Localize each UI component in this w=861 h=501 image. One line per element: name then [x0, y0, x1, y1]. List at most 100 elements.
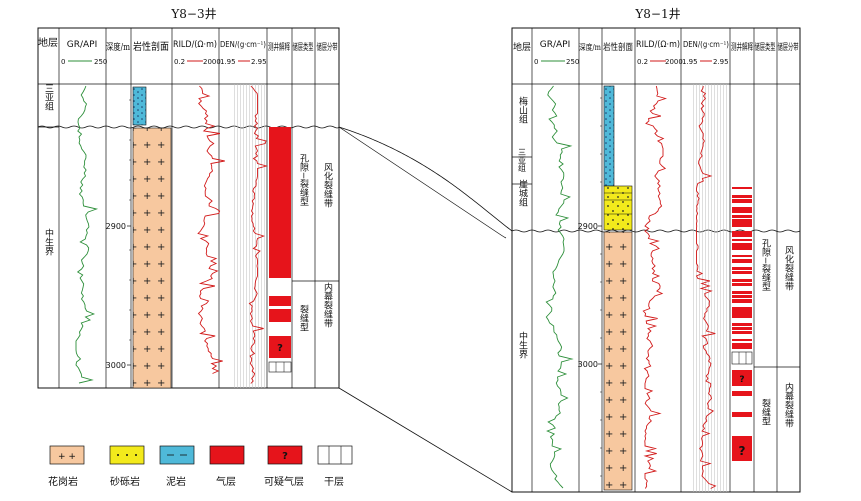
dry-layer: [731, 351, 753, 365]
gr-max: 250: [94, 58, 107, 66]
den-curve: [248, 85, 269, 384]
header-interp: 测井解释: [268, 41, 290, 53]
gr-curve: [75, 85, 99, 384]
rild-curve: [197, 85, 225, 374]
gas-layer: [732, 243, 752, 247]
den-max: 2.95: [251, 58, 267, 66]
correlation-bottom: [338, 387, 513, 493]
zone-label: 风化裂缝带: [783, 245, 794, 291]
legend-gas: 气层: [209, 445, 245, 488]
depth-tick: 3000: [106, 361, 126, 370]
gr-curve: [545, 85, 574, 489]
question-mark: ?: [739, 444, 746, 458]
gr-min: 0: [61, 58, 65, 66]
depth-axis: 2900 3000: [106, 99, 131, 370]
header-strat: 地层: [38, 36, 58, 49]
header-den: DEN/(g·cm⁻¹): [683, 40, 729, 49]
legend-dry-label: 干层: [324, 476, 344, 488]
formation-boundary: [37, 125, 340, 129]
gas-layer: [732, 391, 752, 396]
depth-axis: 2900 3000: [578, 97, 602, 477]
legend-possible-gas: ? 可疑气层: [264, 445, 304, 488]
possible-gas-layer: [269, 336, 291, 358]
well-title: Y8−1井: [634, 7, 680, 21]
rild-min: 0.2: [637, 58, 648, 66]
possible-gas-layer: [732, 436, 752, 461]
gas-layer: [732, 215, 752, 218]
reservoir-type-label: 孔隙−裂缝型: [298, 154, 309, 207]
gas-layer: [732, 267, 752, 270]
log-interpretation: ?: [268, 127, 292, 373]
correlation-top: [338, 126, 513, 232]
header-rild: RILD/(Ω·m): [173, 40, 217, 50]
question-mark: ?: [277, 343, 283, 354]
column-dividers: [58, 28, 316, 388]
gas-layer: [732, 311, 752, 315]
strat-unit-label: 三亚组: [518, 148, 527, 172]
log-interpretation-lower: ? ?: [731, 351, 753, 461]
track-frame: [511, 27, 801, 493]
legend-mudstone-label: 泥岩: [166, 475, 186, 488]
legend-granite-label: 花岗岩: [48, 475, 78, 488]
gas-layer: [732, 255, 752, 257]
litho-granite: [603, 231, 633, 491]
zone-label: 内幕裂缝带: [783, 381, 794, 428]
question-mark: ?: [739, 375, 744, 385]
gas-layer: [732, 412, 752, 417]
reservoir-type-label: 孔隙−裂缝型: [760, 239, 771, 292]
den-min: 1.95: [682, 58, 698, 66]
gas-layer: [732, 323, 752, 326]
gas-layer: [732, 343, 752, 347]
gas-layer: [732, 211, 752, 213]
den-min: 1.95: [220, 58, 236, 66]
header-strat: 地层: [513, 41, 531, 53]
strat-unit-label: 中生界: [517, 330, 528, 359]
litho-sandstone: [603, 185, 633, 231]
gas-layer: [732, 327, 752, 330]
depth-tick: 2900: [106, 222, 126, 231]
gr-max: 250: [566, 58, 579, 66]
litho-mudstone: [132, 86, 147, 126]
gas-layer: [732, 299, 752, 303]
gas-layer: [732, 331, 752, 334]
gas-layer: [269, 309, 291, 322]
header-depth: 深度/m: [579, 42, 601, 52]
correlation-wavy: [338, 126, 507, 239]
depth-tick: 2900: [578, 222, 598, 231]
header-litho: 岩性剖面: [133, 40, 169, 53]
den-grid: [692, 84, 728, 492]
zone-label: 风化裂缝带: [322, 162, 333, 208]
header-rild: RILD/(Ω·m): [636, 40, 680, 50]
gas-layer: [732, 291, 752, 294]
track-frame: [37, 27, 340, 389]
dry-layer: [268, 361, 292, 373]
legend-possible-gas-label: 可疑气层: [264, 475, 304, 488]
gas-layer: [732, 307, 752, 311]
den-curve: [695, 85, 717, 489]
gas-layer: [732, 187, 752, 189]
rild-max: 2000: [203, 58, 221, 66]
svg-text:+ +: + +: [58, 452, 76, 462]
legend-sandstone: 砂砾岩: [109, 445, 145, 488]
well-y8-1: Y8−1井 地层 GR/API 0 250 深度/m 岩性剖面 RILD/(Ω·…: [511, 7, 801, 493]
legend-question-mark: ?: [282, 451, 288, 462]
gas-layer: [269, 127, 291, 278]
gas-layer: [732, 259, 752, 263]
header-zone: 储层分带: [778, 41, 799, 53]
strat-unit-label: 梅山组: [517, 95, 528, 123]
gas-layer: [732, 219, 752, 223]
header-den: DEN/(g·cm⁻¹): [220, 40, 266, 49]
den-grid: [233, 84, 265, 388]
legend-dry: 干层: [317, 445, 353, 488]
header-row: 地层 GR/API 0 250 深度/m 岩性剖面 RILD/(Ω·m) 0.2…: [513, 40, 799, 66]
gas-layer: [732, 235, 752, 237]
header-reservoir-type: 储层类型: [755, 41, 776, 53]
rild-curve: [642, 85, 668, 489]
rild-min: 0.2: [174, 58, 185, 66]
header-depth: 深度/m: [106, 41, 130, 53]
depth-tick: 3000: [578, 360, 598, 369]
legend: + + 花岗岩 砂砾岩 泥岩 气层 ? 可疑气层 干层: [48, 445, 353, 488]
header-gr: GR/API: [540, 40, 571, 50]
litho-mudstone: [603, 85, 615, 187]
